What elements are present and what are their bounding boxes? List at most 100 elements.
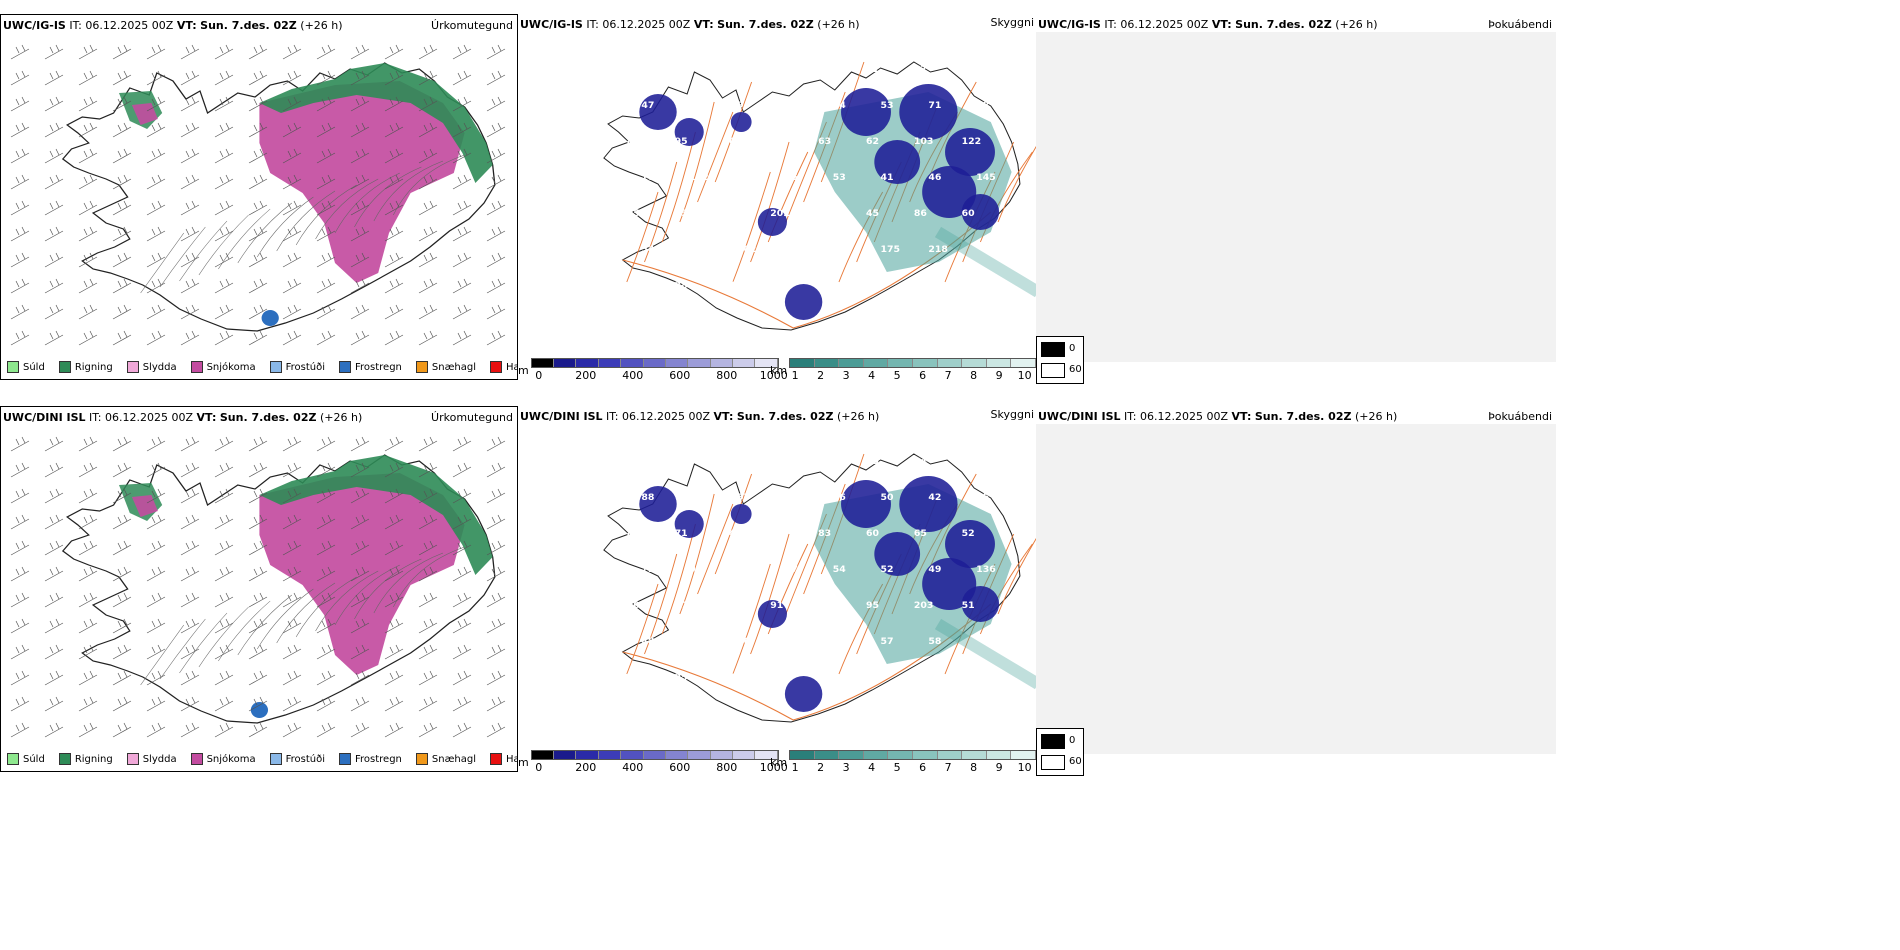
cloud-base-label: 74	[962, 64, 975, 75]
legend-item: Slydda	[126, 361, 177, 373]
legend-swatch	[126, 753, 139, 765]
cloud-base-label: 52	[962, 528, 975, 539]
colorbar-tick: 5	[893, 369, 901, 382]
legend-item: Súld	[7, 753, 45, 765]
cloud-base-label: 303	[627, 600, 647, 611]
cloud-base-label: 70	[627, 64, 640, 75]
legend-item: Rigning	[58, 753, 113, 765]
cloud-base-label: 64	[914, 456, 927, 467]
cloud-base-label: 54	[641, 244, 654, 255]
cloud-base-label: 109	[722, 136, 742, 147]
cloud-base-label: 83	[818, 528, 831, 539]
cloud-base-label: 26	[818, 672, 831, 683]
colorbar-tick: 1000	[759, 761, 788, 774]
panel-header: UWC/DINI ISL IT: 06.12.2025 00Z VT: Sun.…	[1038, 410, 1398, 423]
legend-swatch	[339, 753, 351, 765]
legend-label: Súld	[23, 753, 45, 765]
legend-swatch	[339, 361, 351, 373]
km-unit: km	[770, 364, 788, 377]
fog-map	[1036, 32, 1556, 362]
cloud-base-label: 60	[675, 64, 688, 75]
precip-type-panel-bottom: UWC/DINI ISL IT: 06.12.2025 00Z VT: Sun.…	[0, 406, 518, 772]
legend-label: Súld	[23, 361, 45, 373]
panel-title: Úrkomutegund	[431, 19, 513, 32]
legend-swatch	[7, 361, 19, 373]
cloud-base-label: 38	[675, 280, 688, 291]
fog-legend-high: 0	[1069, 343, 1076, 354]
cloud-base-label: 122	[818, 600, 838, 611]
cloud-base-label: 81	[833, 244, 846, 255]
cloud-base-map: 69 75 43 41 65 49 64 96 88 68 57 65 86 50 42 55 80 71 64 66…	[603, 453, 1036, 723]
legend-label: Rigning	[74, 753, 113, 765]
colorbar-tick: 0	[535, 369, 543, 382]
legend-swatch	[58, 361, 71, 373]
fog-legend-high: 0	[1069, 735, 1076, 746]
cloud-base-label: 53	[833, 172, 846, 183]
cloud-base-label: 218	[928, 244, 948, 255]
colorbar-tick: 800	[716, 761, 738, 774]
precip-type-panel-top: UWC/IG-IS IT: 06.12.2025 00Z VT: Sun. 7.…	[0, 14, 518, 380]
cloud-base-label: 60	[866, 528, 879, 539]
colorbar-tick: 1	[791, 369, 799, 382]
fog-panel-top: UWC/IG-IS IT: 06.12.2025 00Z VT: Sun. 7.…	[1036, 14, 1556, 380]
colorbar-tick: 600	[669, 369, 691, 382]
cloud-base-label: 54	[833, 564, 846, 575]
colorbar-tick: 2	[817, 761, 825, 774]
panel-header: UWC/DINI ISL IT: 06.12.2025 00Z VT: Sun.…	[3, 411, 363, 424]
precip-legend: Súld Rigning Slydda Snjókoma Frostúði Frostre…	[7, 753, 517, 765]
cloud-base-label: 52	[881, 564, 894, 575]
cloud-base-label: 88	[641, 492, 654, 503]
legend-label: Snæhagl	[431, 361, 477, 373]
cloud-base-label: 41	[881, 172, 894, 183]
colorbar-tick: 600	[669, 761, 691, 774]
colorbar-tick: 4	[868, 369, 876, 382]
fog-legend-low: 60	[1069, 364, 1082, 375]
fog-legend-low: 60	[1069, 756, 1082, 767]
cloud-base-label: 75	[627, 672, 640, 683]
cloud-base-label: 45	[914, 280, 927, 291]
cloud-base-label: 62	[866, 136, 879, 147]
cloud-base-label: 297	[722, 600, 742, 611]
legend-label: Slydda	[142, 361, 177, 373]
cloud-base-label: 67	[785, 564, 798, 575]
legend-label: Snjókoma	[206, 753, 256, 765]
cloud-base-label: 102	[737, 244, 757, 255]
fog-legend-bottom: 0 60	[1036, 728, 1084, 776]
legend-swatch	[269, 753, 282, 765]
legend-swatch	[269, 361, 282, 373]
colorbar-tick: 3	[842, 369, 850, 382]
legend-item: Snæhagl	[415, 753, 476, 765]
cloud-base-label: 71	[675, 528, 688, 539]
cloud-base-label: 46	[770, 672, 783, 683]
cloud-base-label: 68	[722, 672, 735, 683]
precip-legend: Súld Rigning Slydda Snjókoma Frostúði Frostre…	[7, 361, 517, 373]
cloud-base-label: 58	[722, 64, 735, 75]
cloud-base-label: 63	[818, 136, 831, 147]
cloud-base-label: 37	[976, 636, 989, 647]
panel-header: UWC/IG-IS IT: 06.12.2025 00Z VT: Sun. 7.…	[1038, 18, 1378, 31]
cloud-base-label: 64	[722, 528, 735, 539]
fog-map	[1036, 424, 1556, 754]
precip-map	[10, 44, 506, 346]
cloud-base-label: 45	[866, 208, 879, 219]
cloud-base-label: 55	[976, 492, 989, 503]
legend-item: Haglél	[490, 753, 517, 765]
legend-label: Frostregn	[355, 361, 402, 373]
cloud-base-label: 157	[627, 208, 647, 219]
cloud-base-label: 49	[866, 456, 879, 467]
cloud-base-label: 51	[962, 600, 975, 611]
cloud-base-label: 136	[976, 564, 996, 575]
cloud-base-label: 57	[881, 636, 894, 647]
cloud-base-label: 94	[737, 100, 750, 111]
legend-label: Snjókoma	[206, 361, 256, 373]
cloud-base-label: 98	[689, 564, 702, 575]
cloud-base-label: 60	[962, 208, 975, 219]
cloud-base-label: 122	[962, 136, 982, 147]
cloud-base-label: 46	[928, 172, 941, 183]
cloud-base-label: 47	[641, 100, 654, 111]
precip-map	[10, 436, 506, 738]
colorbar-tick: 8	[970, 761, 978, 774]
cloud-base-label: 19	[722, 280, 735, 291]
legend-item: Snæhagl	[415, 361, 477, 373]
cloud-base-label: 25	[675, 672, 688, 683]
